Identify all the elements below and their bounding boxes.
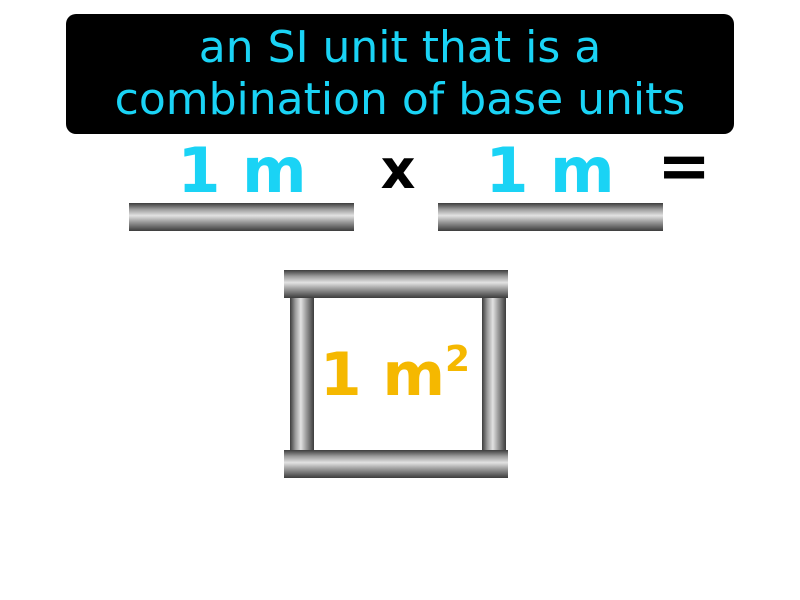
area-label: 1 m2 (300, 340, 490, 410)
definition-banner: an SI unit that is a combination of base… (66, 14, 734, 134)
square-left-side (290, 276, 314, 470)
definition-line-1: an SI unit that is a (198, 22, 602, 73)
definition-line-2: combination of base units (114, 74, 686, 125)
right-length-bar (438, 203, 663, 231)
left-length-label: 1 m (177, 134, 307, 207)
square-top-side (284, 270, 508, 298)
equals-symbol: = (657, 130, 711, 204)
left-length-bar (129, 203, 354, 231)
square-right-side (482, 276, 506, 470)
times-symbol: x (380, 138, 416, 201)
area-value: 1 m (319, 340, 446, 410)
square-bottom-side (284, 450, 508, 478)
right-length-label: 1 m (485, 134, 615, 207)
area-exponent: 2 (445, 339, 471, 380)
